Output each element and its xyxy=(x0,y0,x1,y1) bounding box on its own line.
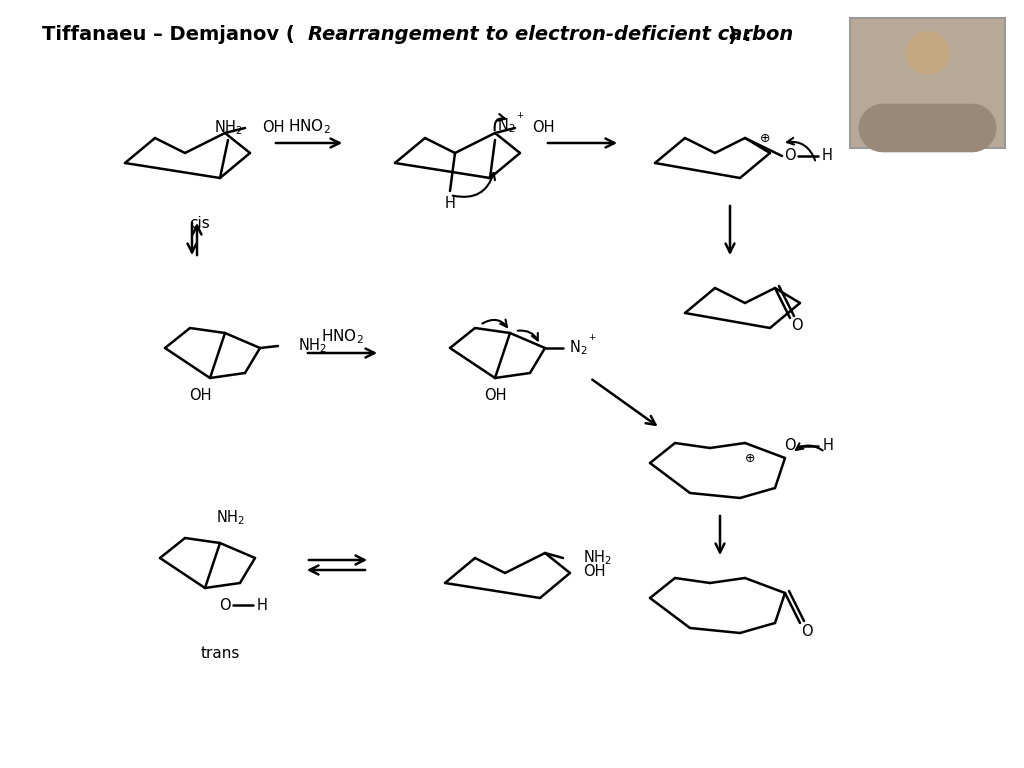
FancyArrowPatch shape xyxy=(482,319,507,327)
Text: OH: OH xyxy=(483,388,506,402)
Text: HNO$_2$: HNO$_2$ xyxy=(288,118,331,137)
Text: trans: trans xyxy=(201,645,240,660)
Text: $\oplus$: $\oplus$ xyxy=(744,452,756,465)
Text: H: H xyxy=(257,598,267,613)
Text: OH: OH xyxy=(532,121,555,135)
FancyArrowPatch shape xyxy=(453,173,495,197)
Text: NH$_2$: NH$_2$ xyxy=(214,118,243,137)
Text: H: H xyxy=(444,196,456,210)
Text: ) :: ) : xyxy=(728,25,752,45)
FancyArrowPatch shape xyxy=(518,330,538,340)
Text: O: O xyxy=(784,148,796,164)
Text: OH: OH xyxy=(583,564,605,578)
Text: O: O xyxy=(219,598,230,613)
Text: NH$_2$: NH$_2$ xyxy=(583,548,612,568)
Text: O: O xyxy=(801,624,813,638)
Circle shape xyxy=(906,31,950,75)
Text: H: H xyxy=(821,148,833,164)
FancyArrowPatch shape xyxy=(796,443,822,450)
Text: $^+$: $^+$ xyxy=(587,333,597,346)
Text: N$_2$: N$_2$ xyxy=(497,117,515,135)
FancyArrowPatch shape xyxy=(495,114,505,131)
FancyArrowPatch shape xyxy=(787,138,815,161)
Text: HNO$_2$: HNO$_2$ xyxy=(321,328,364,346)
Text: NH$_2$: NH$_2$ xyxy=(298,336,327,356)
Text: $\oplus$: $\oplus$ xyxy=(760,131,771,144)
Text: O: O xyxy=(792,319,803,333)
Text: cis: cis xyxy=(189,216,210,230)
Text: N$_2$: N$_2$ xyxy=(568,339,587,357)
Text: H: H xyxy=(822,439,834,453)
Text: OH: OH xyxy=(262,121,285,135)
Text: Tiffanaeu – Demjanov (: Tiffanaeu – Demjanov ( xyxy=(42,25,295,45)
Text: NH$_2$: NH$_2$ xyxy=(215,508,245,528)
Bar xyxy=(850,18,1005,148)
Text: OH: OH xyxy=(188,388,211,402)
Text: Rearrangement to electron-deficient carbon: Rearrangement to electron-deficient carb… xyxy=(308,25,794,45)
Text: $^+$: $^+$ xyxy=(515,111,525,124)
Text: O: O xyxy=(784,439,796,453)
